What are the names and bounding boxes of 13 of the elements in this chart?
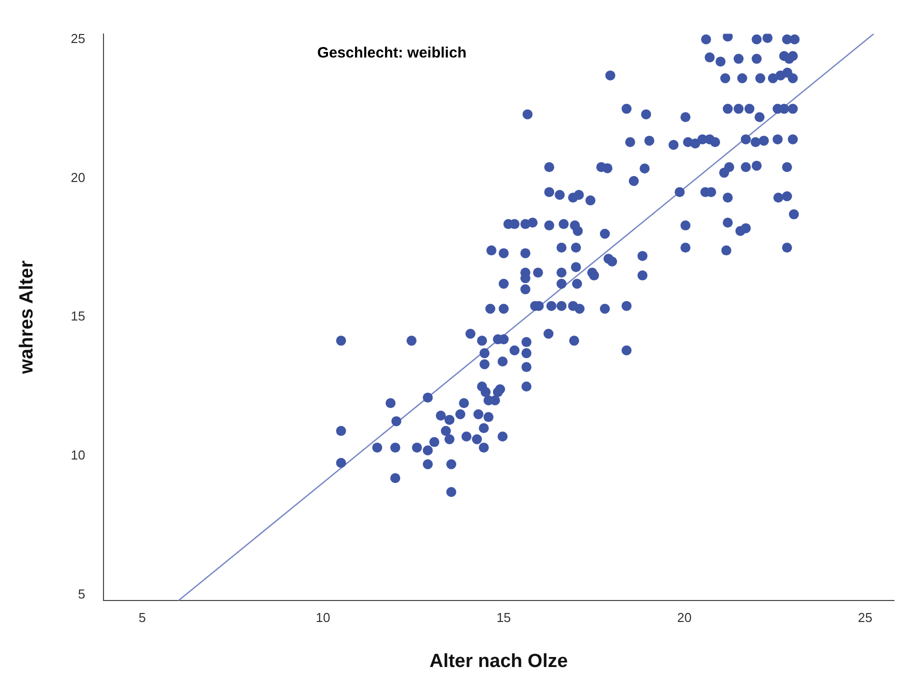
x-tick-label: 20 (677, 610, 692, 625)
x-tick-label: 15 (496, 610, 511, 625)
x-tick-label: 5 (138, 610, 146, 625)
y-tick-label: 25 (70, 30, 86, 46)
y-tick-label: 10 (70, 447, 86, 462)
y-tick-label: 5 (78, 586, 86, 602)
y-tick-label: 20 (70, 170, 86, 185)
y-axis-title: wahres Alter (16, 260, 38, 375)
x-tick-label: 25 (858, 610, 872, 625)
y-tick-label: 15 (70, 308, 86, 324)
x-axis-title: Alter nach Olze (429, 650, 568, 672)
x-tick-label: 10 (316, 610, 330, 625)
text: Geschlecht: weiblich (317, 44, 466, 62)
